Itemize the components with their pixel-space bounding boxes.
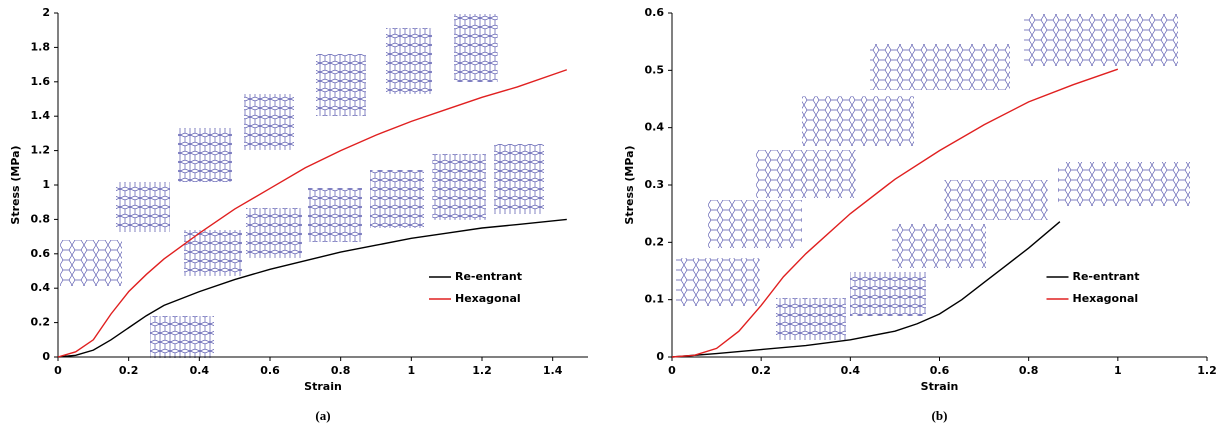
y-tick-label: 0.3 [645,178,665,191]
legend-label: Hexagonal [455,292,521,305]
y-tick-label: 0.4 [31,281,51,294]
x-tick-label: 1.2 [1197,364,1217,377]
y-tick-label: 0.8 [31,212,51,225]
line [57,69,568,358]
caption: (a) [315,408,330,423]
y-axis-title: Stress (MPa) [623,145,636,224]
x-tick-label: 0.6 [260,364,280,377]
x-tick-label: 1.2 [472,364,492,377]
x-tick-label: 1.4 [543,364,563,377]
x-tick-label: 1 [408,364,416,377]
x-axis-title: Strain [304,380,342,393]
y-tick-label: 0.2 [31,316,51,329]
x-tick-label: 1 [1114,364,1122,377]
y-tick-label: 0.6 [645,6,665,19]
y-tick-label: 0.2 [645,235,665,248]
x-tick-label: 0.2 [119,364,139,377]
legend-label: Re-entrant [455,270,522,283]
y-tick-label: 1.4 [31,109,51,122]
panel: 0 0.2 0.4 0.6 0.8 1 1.2 1.4 1.6 1.8 2 0 0.2 0.4 0.6 0.8… [9,6,588,423]
y-tick-label: 0.5 [645,63,665,76]
y-tick-label: 1 [42,178,50,191]
caption: (b) [932,408,948,423]
y-tick-label: 0 [42,350,50,363]
y-axis-title: Stress (MPa) [9,145,22,224]
x-tick-label: 0.4 [841,364,861,377]
line [671,221,1061,358]
x-tick-label: 0.6 [930,364,950,377]
insets [60,14,1190,358]
legend-label: Hexagonal [1073,292,1139,305]
panel: 0 0.1 0.2 0.3 0.4 0.5 0.6 0 0.2 0.4 0.6 0.8 1 1.2 Stra… [623,6,1217,423]
y-tick-label: 2 [42,6,50,19]
x-tick-label: 0.2 [751,364,771,377]
x-axis-title: Strain [921,380,959,393]
y-tick-label: 0 [656,350,664,363]
y-tick-label: 1.8 [31,40,51,53]
line [671,68,1119,358]
x-tick-label: 0.8 [331,364,351,377]
x-tick-label: 0 [54,364,62,377]
y-tick-label: 0.6 [31,247,51,260]
x-tick-label: 0.4 [190,364,210,377]
y-tick-label: 0.1 [645,293,665,306]
line [57,218,567,358]
y-tick-label: 1.6 [31,75,51,88]
x-tick-label: 0.8 [1019,364,1039,377]
x-tick-label: 0 [668,364,676,377]
legend-label: Re-entrant [1073,270,1140,283]
y-tick-label: 1.2 [31,144,51,157]
y-tick-label: 0.4 [645,121,665,134]
